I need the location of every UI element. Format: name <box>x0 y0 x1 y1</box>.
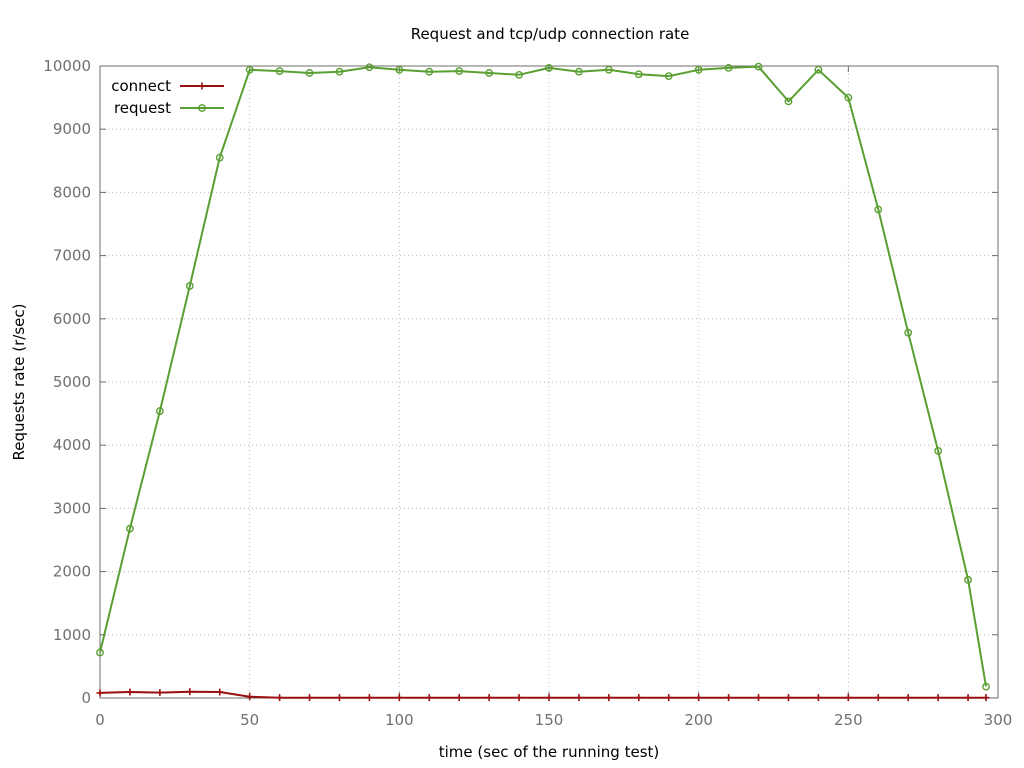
data-point-request <box>245 65 254 74</box>
y-tick-label: 0 <box>81 689 91 707</box>
data-point-request <box>982 682 990 691</box>
x-tick-label: 250 <box>834 711 863 729</box>
y-tick-label: 10000 <box>43 57 91 75</box>
data-point-connect <box>755 694 763 702</box>
series-line-connect <box>99 690 986 699</box>
data-point-request <box>515 70 523 79</box>
legend-label: connect <box>111 77 171 95</box>
x-tick-label: 300 <box>984 711 1013 729</box>
data-point-request <box>634 70 643 79</box>
x-tick-label: 50 <box>240 711 259 729</box>
data-point-connect <box>695 694 703 702</box>
data-point-connect <box>725 694 733 702</box>
data-point-connect <box>246 693 254 701</box>
data-point-request <box>455 67 464 75</box>
data-point-connect <box>904 694 912 702</box>
data-point-connect <box>395 694 403 702</box>
y-tick-label: 5000 <box>53 373 91 391</box>
legend: connect request <box>111 77 224 117</box>
y-axis-label: Requests rate (r/sec) <box>10 304 28 461</box>
x-tick-label: 0 <box>95 711 105 729</box>
y-tick-label: 7000 <box>53 247 91 265</box>
data-point-request <box>904 328 913 337</box>
data-point-request <box>784 97 793 106</box>
data-point-request <box>275 67 284 75</box>
data-point-request <box>874 205 883 214</box>
x-tick-label: 100 <box>385 711 414 729</box>
data-point-request <box>485 69 494 77</box>
data-point-connect <box>545 694 553 702</box>
data-point-connect <box>665 694 673 702</box>
data-point-connect <box>784 694 792 702</box>
data-point-request <box>425 67 434 76</box>
data-point-request <box>934 446 943 455</box>
data-point-connect <box>126 688 134 696</box>
series-layer <box>96 62 990 702</box>
data-point-connect <box>982 694 990 702</box>
y-tick-labels: 0 1000 2000 3000 4000 5000 6000 7000 8000 9000 100… <box>43 57 91 707</box>
data-point-connect <box>425 694 433 702</box>
data-point-request <box>126 524 134 533</box>
x-tick-label: 200 <box>684 711 713 729</box>
data-point-request <box>185 282 194 290</box>
data-point-request <box>155 407 164 415</box>
series-connect <box>96 688 990 702</box>
data-point-request <box>844 93 853 102</box>
grid <box>100 66 998 698</box>
data-point-request <box>664 72 673 81</box>
x-tick-labels: 0 50 100 150 200 250 300 <box>95 711 1012 729</box>
data-point-connect <box>216 688 224 696</box>
data-point-connect <box>964 694 972 702</box>
data-point-connect <box>96 689 104 697</box>
data-point-connect <box>515 694 523 702</box>
series-line-request <box>99 65 987 687</box>
data-point-connect <box>844 694 852 702</box>
data-point-connect <box>934 694 942 702</box>
chart-title: Request and tcp/udp connection rate <box>411 25 690 43</box>
y-tick-label: 2000 <box>53 563 91 581</box>
y-tick-label: 3000 <box>53 499 91 517</box>
data-point-request <box>365 63 374 72</box>
data-point-connect <box>186 688 194 696</box>
data-point-request <box>724 63 733 72</box>
data-point-connect <box>335 694 343 702</box>
data-point-request <box>305 69 314 77</box>
y-tick-label: 4000 <box>53 436 91 454</box>
data-point-connect <box>306 694 314 702</box>
legend-item-connect: connect <box>111 77 224 95</box>
data-point-connect <box>156 689 164 697</box>
data-point-request <box>335 67 344 76</box>
data-point-connect <box>635 694 643 702</box>
data-point-request <box>545 63 553 72</box>
legend-label: request <box>114 99 171 117</box>
data-point-connect <box>874 694 882 702</box>
data-point-request <box>215 153 224 162</box>
y-tick-label: 1000 <box>53 626 91 644</box>
data-point-connect <box>276 694 284 702</box>
y-tick-label: 8000 <box>53 183 91 201</box>
y-tick-label: 6000 <box>53 310 91 328</box>
data-point-request <box>754 62 763 71</box>
data-point-connect <box>814 694 822 702</box>
x-tick-label: 150 <box>535 711 564 729</box>
data-point-request <box>694 65 703 74</box>
data-point-request <box>814 65 823 74</box>
data-point-request <box>964 575 972 584</box>
legend-marker <box>198 82 206 90</box>
data-point-request <box>604 65 613 74</box>
data-point-connect <box>485 694 493 702</box>
data-point-request <box>395 65 404 74</box>
data-point-connect <box>365 694 373 702</box>
data-point-connect <box>455 694 463 702</box>
x-axis-label: time (sec of the running test) <box>439 743 660 761</box>
data-point-connect <box>605 694 613 702</box>
legend-item-request: request <box>114 99 224 117</box>
y-tick-label: 9000 <box>53 120 91 138</box>
series-request <box>96 62 990 691</box>
data-point-request <box>575 67 583 76</box>
data-point-connect <box>575 694 583 702</box>
data-point-request <box>96 648 104 657</box>
legend-marker <box>198 104 206 112</box>
